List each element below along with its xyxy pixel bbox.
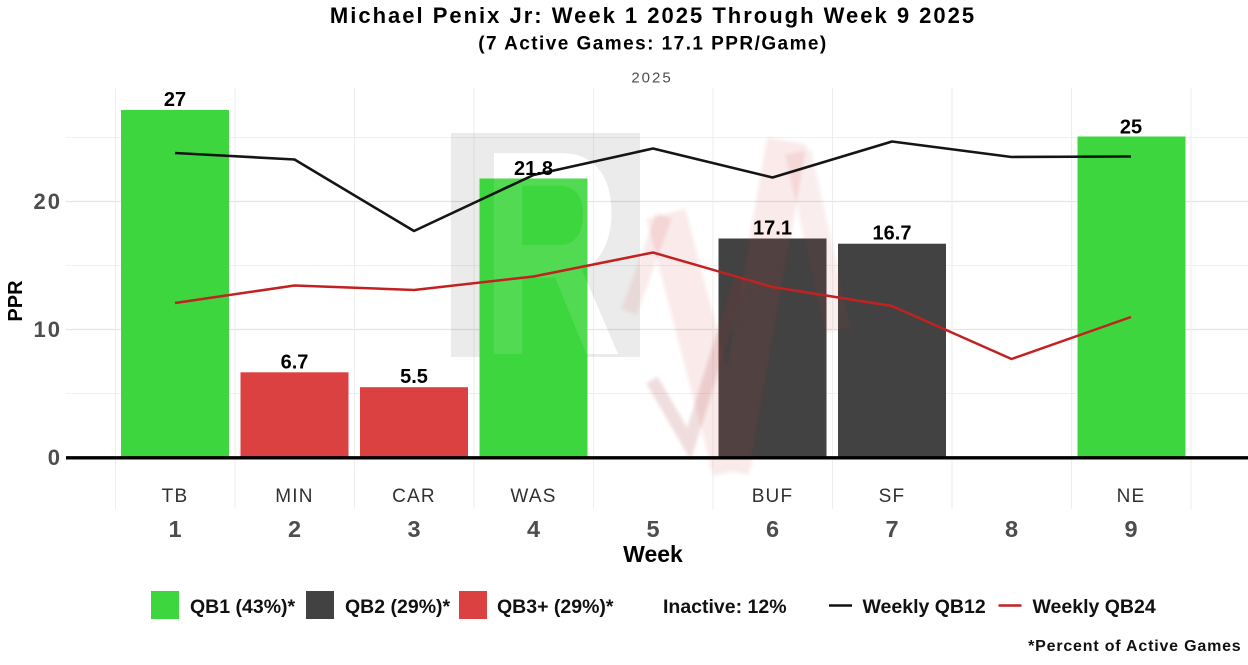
svg-text:QB3+ (29%)*: QB3+ (29%)* <box>497 596 614 618</box>
svg-text:R: R <box>481 90 622 417</box>
svg-text:5: 5 <box>646 516 659 542</box>
svg-text:QB1 (43%)*: QB1 (43%)* <box>190 596 296 618</box>
svg-text:21.8: 21.8 <box>514 158 553 180</box>
svg-text:25: 25 <box>1120 117 1142 139</box>
svg-text:4: 4 <box>527 516 540 542</box>
svg-text:*Percent of Active Games: *Percent of Active Games <box>1028 638 1241 655</box>
svg-text:2: 2 <box>288 516 301 542</box>
svg-text:2025: 2025 <box>631 70 672 87</box>
svg-text:0: 0 <box>48 445 60 470</box>
svg-text:10: 10 <box>34 317 62 342</box>
svg-text:SF: SF <box>879 486 906 507</box>
svg-text:7: 7 <box>885 516 898 542</box>
svg-text:1: 1 <box>168 516 181 542</box>
svg-text:16.7: 16.7 <box>873 223 912 245</box>
svg-text:6.7: 6.7 <box>281 351 309 373</box>
svg-text:QB2 (29%)*: QB2 (29%)* <box>345 596 451 618</box>
svg-text:MIN: MIN <box>275 486 313 507</box>
svg-text:9: 9 <box>1124 516 1137 542</box>
svg-text:Weekly QB24: Weekly QB24 <box>1033 596 1156 618</box>
svg-text:5.5: 5.5 <box>400 366 428 388</box>
svg-text:Michael Penix Jr: Week 1 2025: Michael Penix Jr: Week 1 2025 Through We… <box>330 3 976 28</box>
svg-text:Inactive: 12%: Inactive: 12% <box>663 596 787 618</box>
svg-text:TB: TB <box>162 486 189 507</box>
svg-text:BUF: BUF <box>752 486 794 507</box>
svg-text:17.1: 17.1 <box>753 218 792 240</box>
svg-text:Weekly QB12: Weekly QB12 <box>863 596 986 618</box>
svg-text:(7 Active Games: 17.1 PPR/Game: (7 Active Games: 17.1 PPR/Game) <box>478 34 827 55</box>
svg-text:Week: Week <box>623 541 683 567</box>
svg-text:8: 8 <box>1005 516 1018 542</box>
svg-text:27: 27 <box>164 89 186 111</box>
svg-text:20: 20 <box>34 189 62 214</box>
svg-text:WAS: WAS <box>510 486 556 507</box>
svg-text:PPR: PPR <box>5 280 27 322</box>
svg-text:CAR: CAR <box>392 486 436 507</box>
svg-text:NE: NE <box>1117 486 1146 507</box>
svg-text:6: 6 <box>766 516 779 542</box>
svg-text:3: 3 <box>407 516 420 542</box>
